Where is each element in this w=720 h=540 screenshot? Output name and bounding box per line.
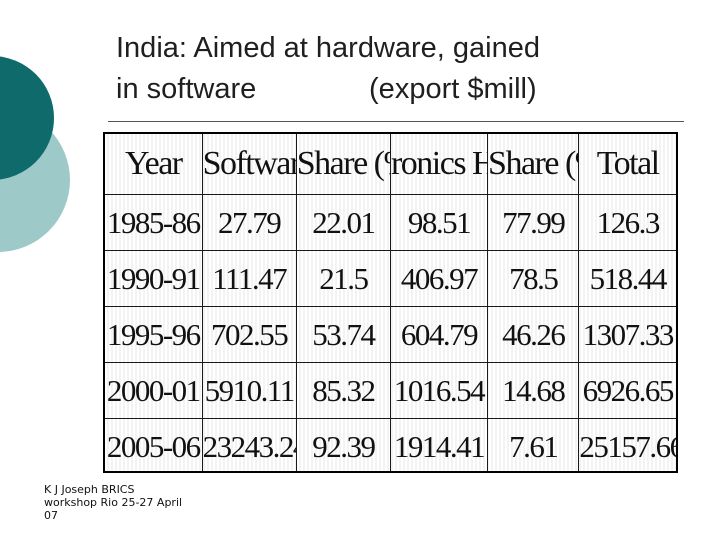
cell-year: 2005-06 bbox=[105, 418, 203, 471]
footer-line-1: K J Joseph BRICS bbox=[44, 483, 135, 496]
cell-software: 111.47 bbox=[201, 250, 297, 307]
cell-total: 6926.65 bbox=[578, 362, 676, 419]
header-hardware-share: Share (%) bbox=[487, 134, 580, 195]
cell-hardware-share: 78.5 bbox=[487, 250, 580, 307]
cell-total: 25157.66 bbox=[578, 418, 676, 471]
cell-total: 126.3 bbox=[578, 194, 676, 251]
table-row: 1990-91 111.47 21.5 406.97 78.5 518.44 bbox=[105, 250, 676, 307]
cell-hardware-share: 7.61 bbox=[487, 418, 580, 471]
footer-line-3: 07 bbox=[44, 509, 58, 522]
decorative-circles bbox=[0, 56, 70, 252]
cell-software: 23243.24 bbox=[201, 418, 297, 471]
cell-year: 1990-91 bbox=[105, 250, 203, 307]
export-table-image: Year Software Share (%) ronics Hard Shar… bbox=[103, 132, 678, 473]
cell-total: 1307.33 bbox=[578, 306, 676, 363]
cell-total: 518.44 bbox=[578, 250, 676, 307]
header-total: Total bbox=[578, 134, 676, 195]
header-software-share: Share (%) bbox=[295, 134, 391, 195]
cell-software-share: 53.74 bbox=[295, 306, 391, 363]
slide-title-line-2: in software (export $mill) bbox=[116, 73, 537, 105]
header-electronics-hardware: ronics Hard bbox=[389, 134, 489, 195]
cell-hardware: 604.79 bbox=[389, 306, 489, 363]
export-table: Year Software Share (%) ronics Hard Shar… bbox=[105, 134, 676, 471]
cell-software: 5910.11 bbox=[201, 362, 297, 419]
cell-software: 702.55 bbox=[201, 306, 297, 363]
table-row: 2005-06 23243.24 92.39 1914.41 7.61 2515… bbox=[105, 418, 676, 471]
cell-hardware: 98.51 bbox=[389, 194, 489, 251]
table-row: 1985-86 27.79 22.01 98.51 77.99 126.3 bbox=[105, 194, 676, 251]
cell-hardware: 406.97 bbox=[389, 250, 489, 307]
slide-title-line-1: India: Aimed at hardware, gained bbox=[116, 32, 540, 64]
cell-software: 27.79 bbox=[201, 194, 297, 251]
cell-hardware-share: 14.68 bbox=[487, 362, 580, 419]
title-divider bbox=[108, 121, 684, 122]
slide-footer: K J Joseph BRICS workshop Rio 25-27 Apri… bbox=[44, 483, 204, 522]
cell-year: 1985-86 bbox=[105, 194, 203, 251]
cell-year: 1995-96 bbox=[105, 306, 203, 363]
cell-software-share: 21.5 bbox=[295, 250, 391, 307]
cell-year: 2000-01 bbox=[105, 362, 203, 419]
table-row: 1995-96 702.55 53.74 604.79 46.26 1307.3… bbox=[105, 306, 676, 363]
cell-hardware: 1914.41 bbox=[389, 418, 489, 471]
footer-line-2: workshop Rio 25-27 April bbox=[44, 496, 183, 509]
cell-software-share: 92.39 bbox=[295, 418, 391, 471]
header-year: Year bbox=[105, 134, 203, 195]
cell-software-share: 22.01 bbox=[295, 194, 391, 251]
cell-software-share: 85.32 bbox=[295, 362, 391, 419]
table-row: 2000-01 5910.11 85.32 1016.54 14.68 6926… bbox=[105, 362, 676, 419]
slide-title: India: Aimed at hardware, gained in soft… bbox=[116, 28, 706, 110]
table-header-row: Year Software Share (%) ronics Hard Shar… bbox=[105, 134, 676, 195]
cell-hardware-share: 77.99 bbox=[487, 194, 580, 251]
cell-hardware-share: 46.26 bbox=[487, 306, 580, 363]
dark-teal-circle bbox=[0, 56, 54, 180]
header-software: Software bbox=[201, 134, 297, 195]
cell-hardware: 1016.54 bbox=[389, 362, 489, 419]
